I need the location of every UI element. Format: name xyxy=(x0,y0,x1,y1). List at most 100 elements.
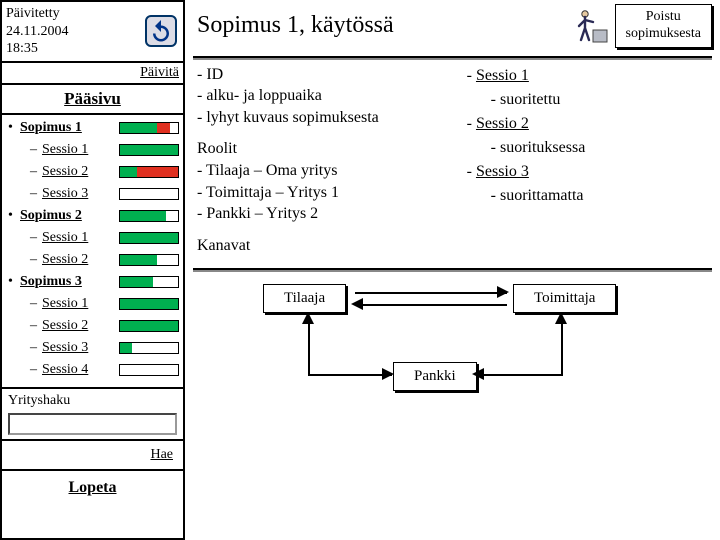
updated-time: 18:35 xyxy=(6,40,68,58)
nav-tree: • Sopimus 1– Sessio 1– Sessio 2– Sessio … xyxy=(2,115,183,387)
tree-session[interactable]: – Sessio 4 xyxy=(2,359,183,381)
progress-bar xyxy=(119,122,179,134)
progress-bar xyxy=(119,210,179,222)
bullet-icon: • xyxy=(8,120,20,136)
tree-session[interactable]: – Sessio 2 xyxy=(2,161,183,183)
tree-link-label: Sessio 1 xyxy=(42,142,88,158)
info-columns: - ID - alku- ja loppuaika - lyhyt kuvaus… xyxy=(193,64,712,257)
tree-contract[interactable]: • Sopimus 3 xyxy=(2,271,183,293)
paasivu-link[interactable]: Pääsivu xyxy=(2,83,183,115)
sess3: - Sessio 3 xyxy=(467,160,712,184)
tree-link-label: Sessio 3 xyxy=(42,186,88,202)
arrowhead-icon xyxy=(351,298,365,310)
exit-line1: Poistu xyxy=(626,9,701,26)
tree-link-label: Sessio 4 xyxy=(42,362,88,378)
arrowhead-icon xyxy=(555,312,567,326)
bullet-icon: – xyxy=(30,318,42,334)
progress-bar xyxy=(119,188,179,200)
tree-link-label: Sessio 2 xyxy=(42,164,88,180)
progress-bar xyxy=(119,320,179,332)
search-label: Yrityshaku xyxy=(8,393,177,409)
desc-short: - lyhyt kuvaus sopimuksesta xyxy=(197,107,455,129)
search-section: Yrityshaku xyxy=(2,387,183,441)
diagram: Tilaaja Toimittaja Pankki xyxy=(193,278,712,438)
tree-link-label: Sopimus 3 xyxy=(20,274,82,290)
bullet-icon: • xyxy=(8,208,20,224)
tree-session[interactable]: – Sessio 1 xyxy=(2,293,183,315)
info-left: - ID - alku- ja loppuaika - lyhyt kuvaus… xyxy=(197,64,455,257)
sess2-link[interactable]: Sessio 2 xyxy=(476,115,529,132)
info-right: - Sessio 1 - suoritettu - Sessio 2 - suo… xyxy=(467,64,712,257)
progress-bar xyxy=(119,144,179,156)
tree-link-label: Sessio 1 xyxy=(42,230,88,246)
bullet-icon: – xyxy=(30,340,42,356)
desc-id: - ID xyxy=(197,64,455,86)
progress-bar xyxy=(119,298,179,310)
sess1: - Sessio 1 xyxy=(467,64,712,88)
update-box: Päivitetty 24.11.2004 18:35 xyxy=(2,2,183,63)
channels-heading: Kanavat xyxy=(197,235,455,257)
bullet-icon: – xyxy=(30,296,42,312)
page-title: Sopimus 1, käytössä xyxy=(197,12,573,39)
divider-1 xyxy=(193,56,712,58)
sess3-link[interactable]: Sessio 3 xyxy=(476,163,529,180)
edge-right-h xyxy=(476,374,562,376)
exit-button[interactable]: Poistu sopimuksesta xyxy=(615,4,712,48)
divider-2 xyxy=(193,268,712,270)
tree-session[interactable]: – Sessio 1 xyxy=(2,139,183,161)
walker-icon xyxy=(573,8,609,44)
bullet-icon: – xyxy=(30,164,42,180)
arrowhead-icon xyxy=(302,312,314,326)
bullet-icon: – xyxy=(30,186,42,202)
tree-contract[interactable]: • Sopimus 2 xyxy=(2,205,183,227)
main-panel: Sopimus 1, käytössä Poistu sopimuksesta … xyxy=(185,0,720,540)
tree-link-label: Sessio 2 xyxy=(42,252,88,268)
update-text: Päivitetty 24.11.2004 18:35 xyxy=(6,5,68,58)
edge-top-1 xyxy=(355,292,507,294)
tree-link-label: Sopimus 1 xyxy=(20,120,82,136)
progress-bar xyxy=(119,166,179,178)
tree-session[interactable]: – Sessio 1 xyxy=(2,227,183,249)
progress-bar xyxy=(119,342,179,354)
tree-link-label: Sopimus 2 xyxy=(20,208,82,224)
roles-heading: Roolit xyxy=(197,138,455,160)
bullet-icon: – xyxy=(30,362,42,378)
search-input[interactable] xyxy=(8,413,177,435)
sess1-status: - suoritettu xyxy=(467,88,712,112)
edge-top-2 xyxy=(355,304,507,306)
role-1: - Tilaaja – Oma yritys xyxy=(197,160,455,182)
tree-link-label: Sessio 1 xyxy=(42,296,88,312)
updated-date: 24.11.2004 xyxy=(6,23,68,41)
node-toimittaja: Toimittaja xyxy=(513,284,616,313)
arrowhead-icon xyxy=(472,368,486,380)
sess2: - Sessio 2 xyxy=(467,112,712,136)
tree-session[interactable]: – Sessio 2 xyxy=(2,249,183,271)
bullet-icon: – xyxy=(30,230,42,246)
bullet-icon: – xyxy=(30,142,42,158)
sidebar: Päivitetty 24.11.2004 18:35 Päivitä Pääs… xyxy=(0,0,185,540)
refresh-icon[interactable] xyxy=(145,15,177,47)
desc-time: - alku- ja loppuaika xyxy=(197,85,455,107)
progress-bar xyxy=(119,254,179,266)
tree-link-label: Sessio 3 xyxy=(42,340,88,356)
progress-bar xyxy=(119,232,179,244)
tree-session[interactable]: – Sessio 2 xyxy=(2,315,183,337)
tree-contract[interactable]: • Sopimus 1 xyxy=(2,117,183,139)
refresh-link[interactable]: Päivitä xyxy=(2,63,183,83)
search-button[interactable]: Hae xyxy=(2,441,183,471)
progress-bar xyxy=(119,364,179,376)
sess1-link[interactable]: Sessio 1 xyxy=(476,67,529,84)
tree-session[interactable]: – Sessio 3 xyxy=(2,183,183,205)
arrowhead-icon xyxy=(497,286,511,298)
tree-session[interactable]: – Sessio 3 xyxy=(2,337,183,359)
bullet-icon: • xyxy=(8,274,20,290)
edge-left-h xyxy=(308,374,392,376)
updated-label: Päivitetty xyxy=(6,5,68,23)
arrowhead-icon xyxy=(382,368,396,380)
tree-link-label: Sessio 2 xyxy=(42,318,88,334)
sess3-status: - suorittamatta xyxy=(467,184,712,208)
quit-link[interactable]: Lopeta xyxy=(2,471,183,505)
node-tilaaja: Tilaaja xyxy=(263,284,346,313)
title-row: Sopimus 1, käytössä Poistu sopimuksesta xyxy=(193,0,712,54)
bullet-icon: – xyxy=(30,252,42,268)
